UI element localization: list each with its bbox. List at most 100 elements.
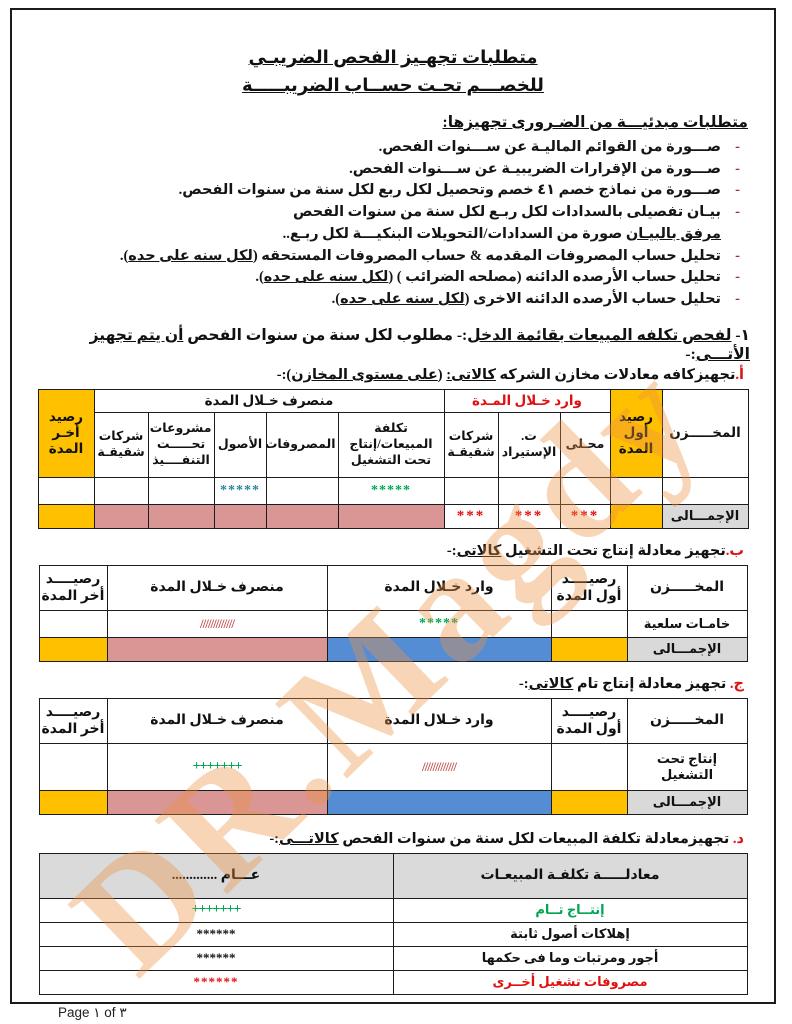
page-number: Page ١ of ٣ bbox=[58, 1004, 127, 1020]
empty-cell bbox=[93, 476, 149, 505]
group-header-outbound: منصرف خـلال المدة bbox=[93, 388, 445, 413]
col-header-projects-under-construction: مشروعات تحـــــت التنفــــيذ bbox=[147, 411, 215, 478]
list-item-text: صـــورة من نماذج خصم ٤١ خصم وتحصيل لكل ر… bbox=[178, 182, 721, 199]
placeholder-plus-outbound: +++++++ bbox=[106, 742, 328, 791]
title-line-2: للخصـــم تحـت حســاب الضريبـــــة bbox=[242, 74, 544, 95]
empty-cell bbox=[443, 476, 499, 505]
bullet-dash: - bbox=[735, 204, 740, 221]
placeholder-slashes-inbound: ///////////// bbox=[326, 742, 552, 791]
row-label-other-operating-expenses: مصروفات تشغيل أخــرى bbox=[392, 969, 748, 995]
bullet-dash: - bbox=[735, 247, 740, 264]
col-header-inbound: وارد خـلال المدة bbox=[326, 697, 552, 744]
col-header-local: محـلى bbox=[559, 411, 611, 478]
col-header-warehouse: المخـــــزن bbox=[661, 388, 749, 478]
list-item-text: صـــورة من الإقرارات الضريبيـة عن ســـنو… bbox=[349, 160, 721, 177]
empty-cell bbox=[147, 476, 215, 505]
total-stars-sister: *** bbox=[443, 503, 499, 529]
requirements-list: - صـــورة من القوائم الماليـة عن ســـنوات… bbox=[36, 137, 740, 311]
list-item: - تحليل حساب الأرصده الدائنه (مصلحه الضرا… bbox=[36, 267, 740, 289]
item-c-heading: ج. تجهيز معادلة إنتاج تام كالاتى:- bbox=[518, 675, 744, 692]
empty-cell bbox=[661, 476, 749, 505]
placeholder-stars-value: ****** bbox=[38, 921, 394, 947]
placeholder-stars-assets: ***** bbox=[213, 476, 267, 505]
list-item: - صـــورة من نماذج خصم ٤١ خصم وتحصيل لكل … bbox=[36, 180, 740, 202]
total-opening-balance-cell bbox=[550, 636, 628, 662]
col-header-sister-companies-in: شركات شقيقـة bbox=[443, 411, 499, 478]
empty-cell bbox=[550, 609, 628, 638]
total-outbound-cell bbox=[106, 636, 328, 662]
placeholder-plus-value: +++++++ bbox=[38, 897, 394, 923]
total-inbound-cell bbox=[326, 636, 552, 662]
col-header-outbound: منصرف خـلال المدة bbox=[106, 564, 328, 611]
list-item: - صـــورة من الإقرارات الضريبيـة عن ســـن… bbox=[36, 159, 740, 181]
item-a-heading: أ.تجهيزكافه معادلات مخازن الشركه كالاتى:… bbox=[276, 366, 744, 383]
list-item: - بيـان تفصيلى بالسدادات لكل ربـع لكل سنة… bbox=[36, 202, 740, 246]
list-item-text: صـــورة من القوائم الماليـة عن ســـنوات … bbox=[378, 138, 721, 155]
col-header-warehouse: المخـــــزن bbox=[626, 697, 748, 744]
bullet-dash: - bbox=[735, 160, 740, 177]
total-opening-balance-cell bbox=[550, 789, 628, 815]
total-stars-local: *** bbox=[559, 503, 611, 529]
placeholder-stars-inbound: ***** bbox=[326, 609, 552, 638]
placeholder-stars-value: ****** bbox=[38, 969, 394, 995]
empty-cell bbox=[559, 476, 611, 505]
document-page: متطلبات تجهـيز الفحص الضريبـي للخصـــم ت… bbox=[10, 8, 776, 1020]
bullet-dash: - bbox=[735, 269, 740, 286]
row-label-finished-production: إنتــاج تــام bbox=[392, 897, 748, 923]
document-title: متطلبات تجهـيز الفحص الضريبـي للخصـــم ت… bbox=[36, 44, 750, 100]
empty-cell bbox=[38, 742, 108, 791]
col-header-opening-balance: رصيد أول المدة bbox=[609, 388, 663, 478]
total-opening-balance-cell bbox=[609, 503, 663, 529]
col-header-closing-balance: رصيــــد أخر المدة bbox=[38, 564, 108, 611]
section-1-heading: ١- لفحص تكلفه المبيعات بقائمة الدخل:- مط… bbox=[89, 326, 750, 363]
total-outbound-cell bbox=[265, 503, 339, 529]
row-label-raw-materials: خامـات سلعية bbox=[626, 609, 748, 638]
empty-cell bbox=[265, 476, 339, 505]
empty-cell bbox=[550, 742, 628, 791]
col-header-assets: الأصول bbox=[213, 411, 267, 478]
col-header-closing-balance: رصيد أخـر المدة bbox=[37, 388, 95, 478]
bullet-dash: - bbox=[735, 182, 740, 199]
intro-heading: متطلبات مبدئيـــة من الضـرورى تجهيزها: bbox=[442, 113, 748, 131]
col-header-expenses: المصروفات bbox=[265, 411, 339, 478]
total-closing-balance-cell bbox=[38, 636, 108, 662]
col-header-opening-balance: رصيــــد أول المدة bbox=[550, 564, 628, 611]
total-row-label: الإجمـــالى bbox=[626, 789, 748, 815]
col-header-opening-balance: رصيــــد أول المدة bbox=[550, 697, 628, 744]
empty-cell bbox=[37, 476, 95, 505]
total-row-label: الإجمـــالى bbox=[661, 503, 749, 529]
row-label-wages-salaries: أجور ومرتبات وما فى حكمها bbox=[392, 945, 748, 971]
total-outbound-cell bbox=[147, 503, 215, 529]
col-header-sister-companies-out: شركات شقيقـة bbox=[93, 411, 149, 478]
total-outbound-cell bbox=[213, 503, 267, 529]
bullet-dash: - bbox=[735, 291, 740, 308]
total-outbound-cell bbox=[93, 503, 149, 529]
list-item-text: بيـان تفصيلى بالسدادات لكل ربـع لكل سنة … bbox=[282, 204, 721, 242]
warehouse-equations-table: المخـــــزن رصيد أول المدة وارد خـلال ال… bbox=[37, 388, 749, 529]
list-item: - تحليل حساب الأرصده الدائنه الاخرى (لكل … bbox=[36, 289, 740, 311]
item-d-heading: د. تجهيزمعادلة تكلفة المبيعات لكل سنة من… bbox=[269, 830, 744, 847]
item-b-heading: ب.تجهيز معادلة إنتاج تحت التشغيل كالاتى:… bbox=[446, 542, 744, 559]
placeholder-stars-cogs: ***** bbox=[337, 476, 445, 505]
col-header-year: عـــام ............. bbox=[38, 852, 394, 899]
col-header-warehouse: المخـــــزن bbox=[626, 564, 748, 611]
bullet-dash: - bbox=[735, 138, 740, 155]
total-inbound-cell bbox=[326, 789, 552, 815]
wip-equation-table: المخـــــزن رصيــــد أول المدة وارد خـلا… bbox=[38, 564, 748, 662]
list-item-text: تحليل حساب الأرصده الدائنه الاخرى (لكل س… bbox=[331, 291, 721, 308]
col-header-closing-balance: رصيــــد أخر المدة bbox=[38, 697, 108, 744]
placeholder-stars-value: ****** bbox=[38, 945, 394, 971]
finished-production-equation-table: المخـــــزن رصيــــد أول المدة وارد خـلا… bbox=[38, 697, 748, 815]
col-header-cogs-wip: تكلفة المبيعات/إنتاج تحت التشغيل bbox=[337, 411, 445, 478]
row-label-fixed-asset-depreciation: إهلاكات أصول ثابتة bbox=[392, 921, 748, 947]
list-item-text: تحليل حساب الأرصده الدائنه (مصلحه الضرائ… bbox=[255, 269, 721, 286]
row-label-wip: إنتاج تحت التشغيل bbox=[626, 742, 748, 791]
group-header-inbound: وارد خـلال المـدة bbox=[443, 388, 611, 413]
col-header-import: ت. الإستيراد bbox=[497, 411, 561, 478]
empty-cell bbox=[38, 609, 108, 638]
total-closing-balance-cell bbox=[37, 503, 95, 529]
col-header-outbound: منصرف خـلال المدة bbox=[106, 697, 328, 744]
total-outbound-cell bbox=[337, 503, 445, 529]
total-row-label: الإجمـــالى bbox=[626, 636, 748, 662]
total-outbound-cell bbox=[106, 789, 328, 815]
